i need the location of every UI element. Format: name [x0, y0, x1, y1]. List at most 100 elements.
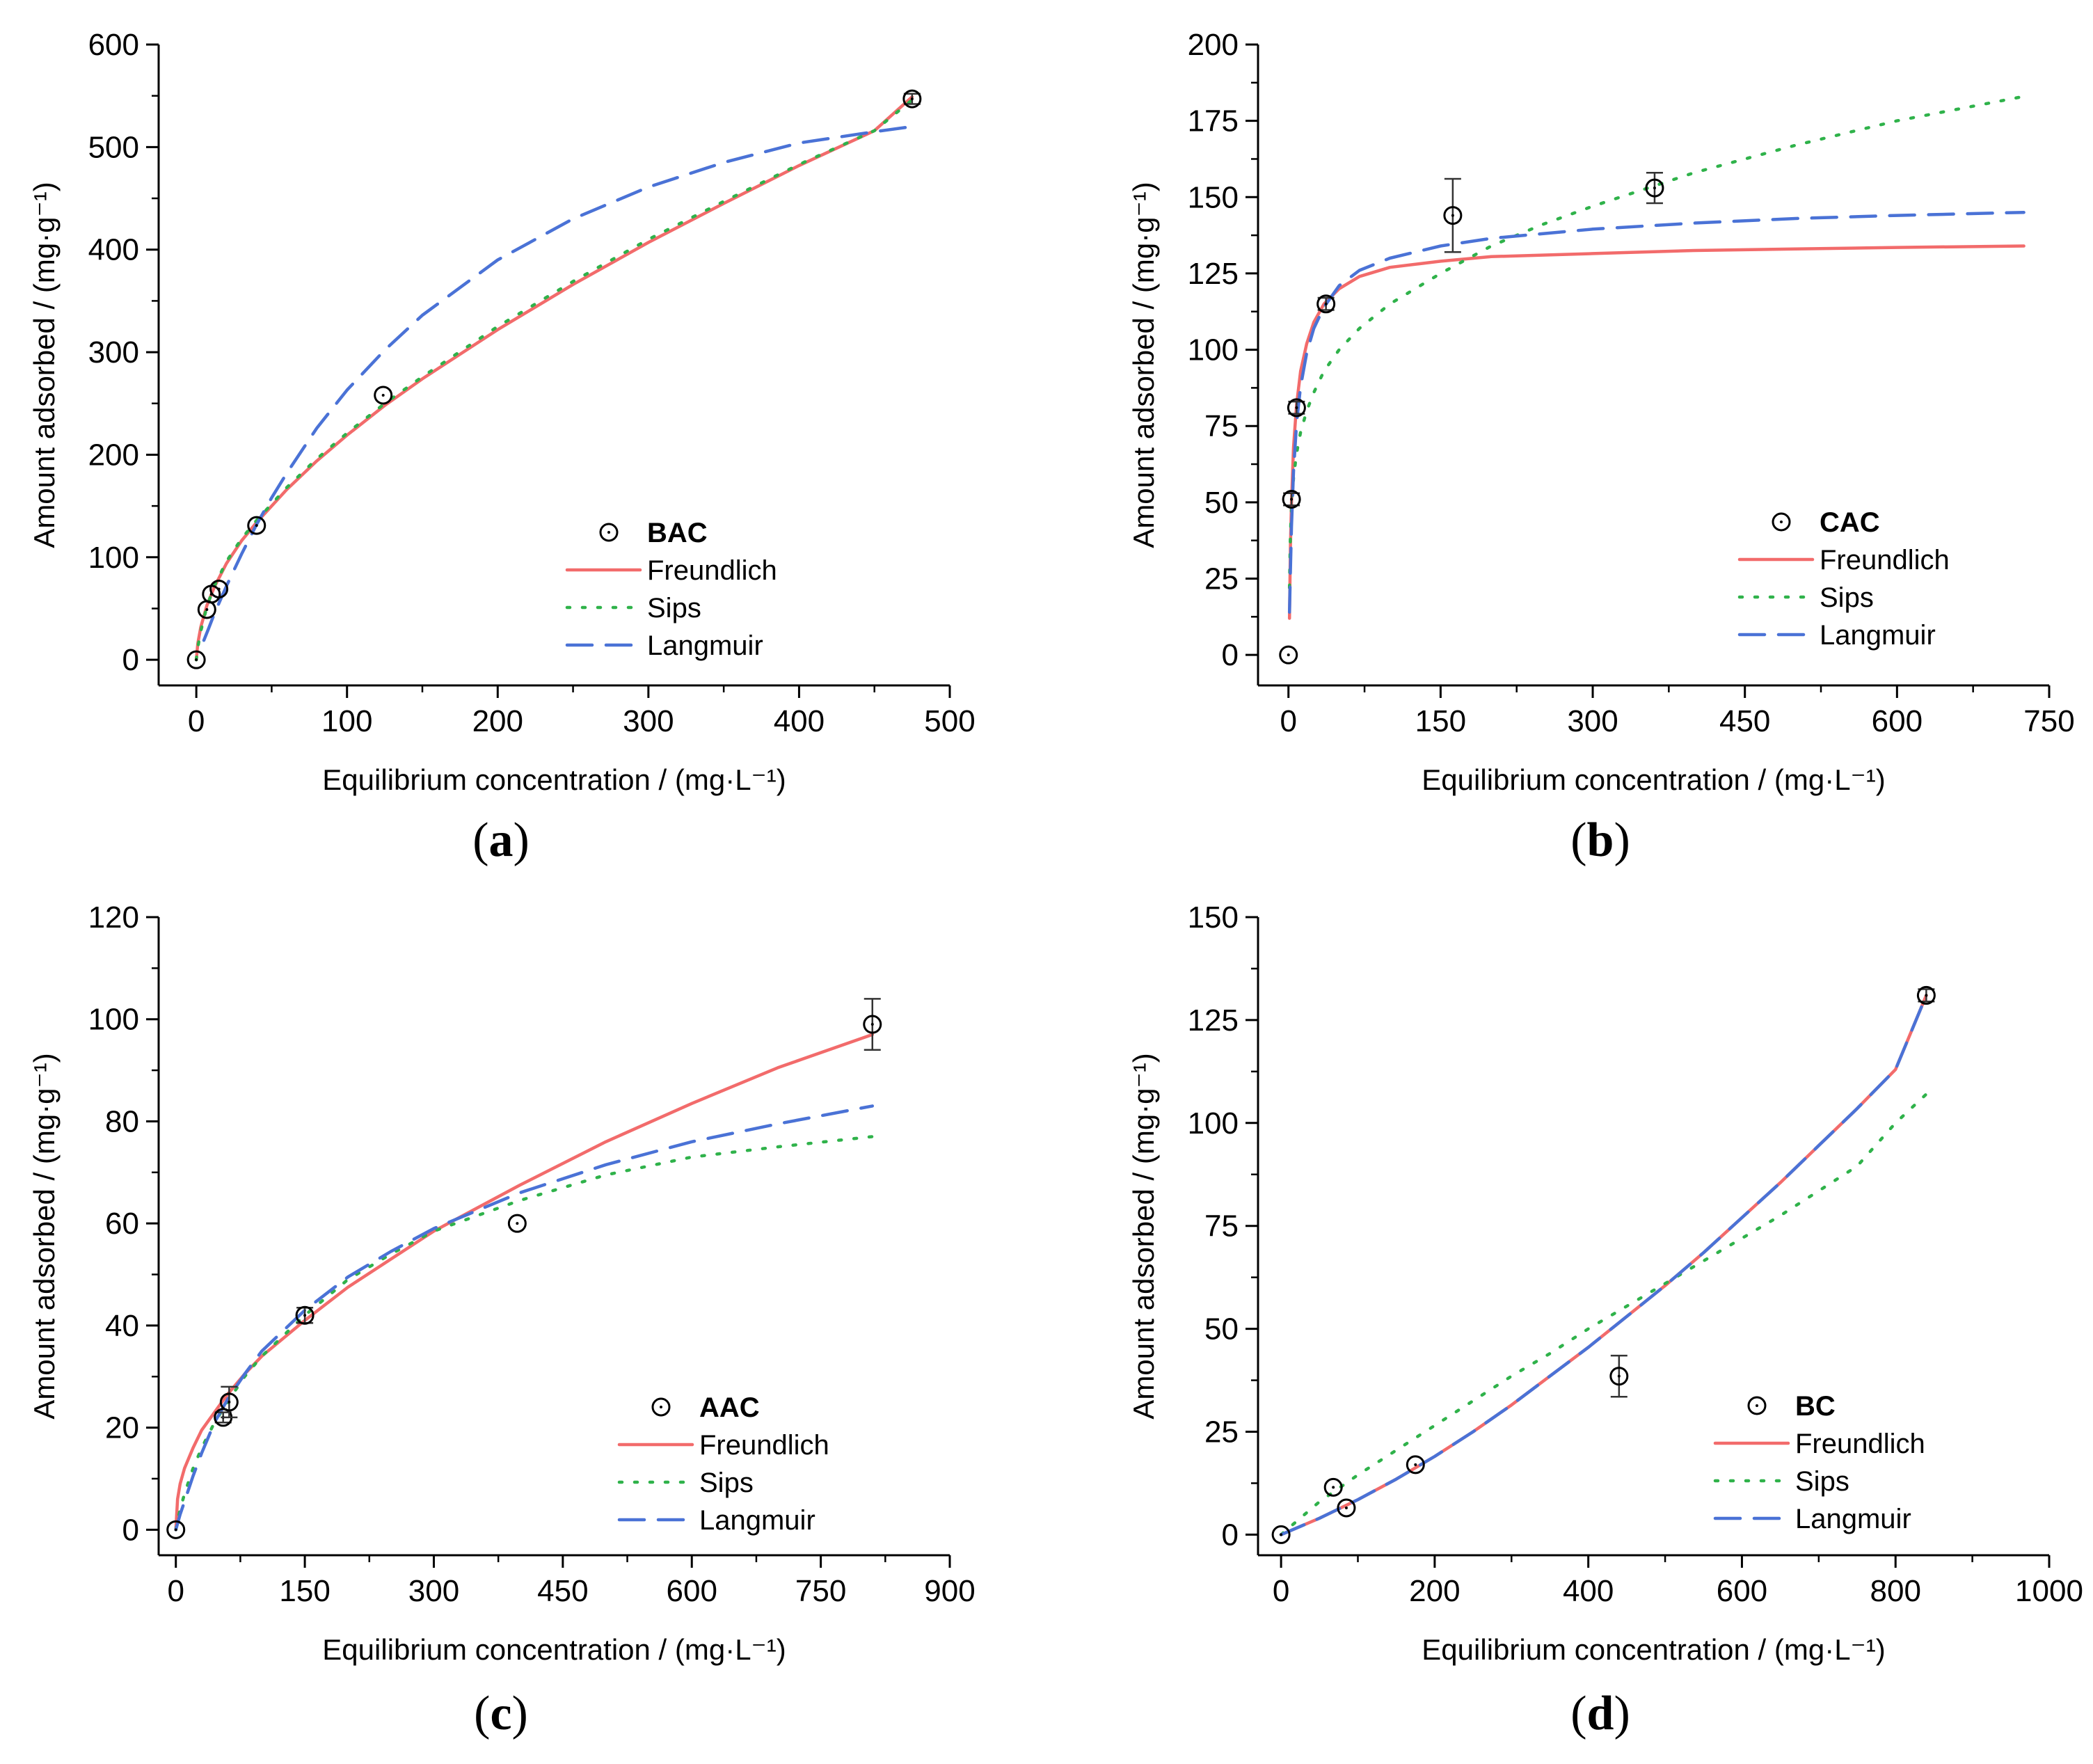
x-tick-label: 900 — [924, 1574, 975, 1608]
y-tick-label: 40 — [105, 1309, 139, 1343]
data-point — [863, 1015, 882, 1034]
legend-label-langmuir: Langmuir — [647, 630, 763, 661]
legend-label-freundlich: Freundlich — [699, 1430, 829, 1461]
x-axis-title: Equilibrium concentration / (mg·L⁻¹) — [1422, 1633, 1885, 1666]
x-tick-label: 600 — [667, 1574, 717, 1608]
legend-marker-points — [599, 523, 619, 542]
chart-panel-a: 0 100 200 300 400 500 0 100 200 300 400 500 600 Equil… — [28, 28, 976, 867]
panel-label-paren-close: ) — [512, 1687, 528, 1740]
data-point-center — [516, 1222, 519, 1225]
y-tick-label: 120 — [88, 900, 139, 935]
y-tick-label: 0 — [1222, 1518, 1239, 1552]
series-line-sips — [1287, 95, 2026, 589]
data-point-center — [1617, 1374, 1621, 1378]
data-point — [219, 1392, 239, 1412]
data-point-center — [1295, 406, 1298, 409]
data-point — [186, 650, 206, 669]
data-point-center — [195, 658, 198, 662]
y-axis-title: Amount adsorbed / (mg·g⁻¹) — [28, 1053, 61, 1419]
legend-title: BAC — [647, 518, 708, 548]
y-tick-label: 400 — [88, 233, 139, 267]
panel-label-paren-open: ( — [1570, 1687, 1586, 1740]
legend: BAC Freundlich Sips Langmuir — [565, 518, 777, 661]
y-tick-label: 200 — [88, 438, 139, 472]
x-axis-title: Equilibrium concentration / (mg·L⁻¹) — [1422, 763, 1885, 796]
data-point — [1271, 1525, 1291, 1544]
x-tick-label: 0 — [1273, 1574, 1289, 1608]
chart-panel-b: 0 150 300 450 600 750 0 25 50 75 100 125 150 175 200 Eq… — [1127, 28, 2075, 867]
data-point — [507, 1214, 527, 1233]
series-line-langmuir — [202, 125, 914, 642]
legend-marker-center — [607, 531, 610, 534]
x-tick-label: 800 — [1870, 1574, 1921, 1608]
data-point-center — [870, 1023, 874, 1026]
panel-label: (d) — [1570, 1687, 1630, 1740]
data-point-center — [1653, 186, 1656, 190]
data-point — [1443, 206, 1463, 225]
panel-label-letter: a — [489, 813, 514, 867]
x-tick-label: 0 — [167, 1574, 184, 1608]
y-tick-label: 100 — [88, 541, 139, 575]
legend-label-freundlich: Freundlich — [647, 555, 777, 586]
panel-label-letter: b — [1587, 813, 1614, 867]
data-point — [1645, 178, 1664, 198]
legend-label-sips: Sips — [1795, 1466, 1849, 1497]
y-tick-label: 150 — [1188, 900, 1239, 935]
y-tick-label: 175 — [1188, 104, 1239, 138]
panel-label: (a) — [472, 813, 530, 867]
legend-marker-points — [651, 1397, 671, 1417]
data-point — [1337, 1498, 1356, 1518]
panel-label: (b) — [1570, 813, 1630, 867]
y-tick-label: 200 — [1188, 28, 1239, 62]
y-tick-label: 150 — [1188, 180, 1239, 214]
x-tick-label: 100 — [321, 704, 372, 738]
data-point-center — [1925, 994, 1928, 997]
legend-label-langmuir: Langmuir — [1795, 1504, 1911, 1534]
data-point — [166, 1520, 186, 1539]
panel-label-paren-open: ( — [472, 813, 488, 867]
x-tick-label: 300 — [623, 704, 674, 738]
x-tick-label: 200 — [1409, 1574, 1460, 1608]
x-tick-label: 600 — [1872, 704, 1923, 738]
x-tick-label: 1000 — [2015, 1574, 2083, 1608]
legend-label-freundlich: Freundlich — [1795, 1429, 1925, 1459]
legend-label-freundlich: Freundlich — [1820, 545, 1950, 575]
data-point-center — [381, 393, 385, 397]
y-tick-label: 20 — [105, 1411, 139, 1445]
y-axis-title: Amount adsorbed / (mg·g⁻¹) — [1127, 1053, 1160, 1419]
data-point — [209, 579, 229, 598]
x-axis-title: Equilibrium concentration / (mg·L⁻¹) — [322, 763, 786, 796]
data-point — [1316, 294, 1336, 314]
y-tick-label: 0 — [122, 643, 139, 677]
series-line-sips — [1279, 1092, 1928, 1536]
y-tick-label: 500 — [88, 130, 139, 164]
chart-panel-c: 0 150 300 450 600 750 900 0 20 40 60 80 100 120 Equili… — [28, 900, 976, 1740]
x-tick-label: 400 — [1563, 1574, 1614, 1608]
series-line-sips — [174, 1135, 875, 1532]
panel-label-paren-close: ) — [514, 813, 530, 867]
data-point — [1282, 489, 1301, 509]
x-tick-label: 0 — [188, 704, 205, 738]
panel-label: (c) — [474, 1687, 528, 1740]
data-point — [1916, 985, 1936, 1005]
x-tick-label: 300 — [408, 1574, 459, 1608]
y-tick-label: 100 — [1188, 1106, 1239, 1141]
chart-panel-d: 0 200 400 600 800 1000 0 25 50 75 100 125 150 Equilib… — [1127, 900, 2083, 1740]
series-line-sips — [194, 98, 914, 662]
data-point — [374, 386, 393, 405]
y-tick-label: 100 — [88, 1003, 139, 1037]
x-tick-label: 200 — [472, 704, 523, 738]
y-tick-label: 60 — [105, 1207, 139, 1241]
panel-label-paren-open: ( — [1570, 813, 1586, 867]
panel-label-letter: d — [1587, 1687, 1614, 1740]
legend-marker-center — [1780, 521, 1783, 523]
x-tick-label: 450 — [1719, 704, 1770, 738]
y-tick-label: 80 — [105, 1104, 139, 1138]
y-tick-label: 50 — [1204, 1312, 1239, 1346]
data-point-center — [910, 97, 914, 101]
y-tick-label: 100 — [1188, 333, 1239, 367]
data-point — [1323, 1477, 1343, 1497]
legend: BC Freundlich Sips Langmuir — [1713, 1391, 1925, 1534]
data-point — [1279, 645, 1298, 665]
y-tick-label: 0 — [1222, 638, 1239, 672]
